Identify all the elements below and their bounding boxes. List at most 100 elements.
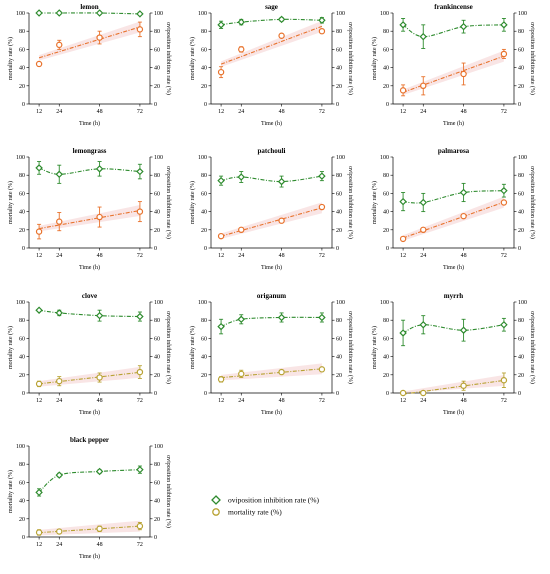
oviposition-point [419,198,427,207]
y2-axis-label: oviposition inhibition rate (%) [347,311,354,384]
panel-title: patchouli [257,147,285,155]
y-tick-label: 20 [19,517,25,523]
y-axis-label: mortality rate (%) [189,326,196,369]
y2-tick-label: 20 [518,228,524,234]
mortality-trend-line [38,209,141,230]
x-tick-label: 12 [400,253,406,259]
y-tick-label: 80 [19,462,25,468]
oviposition-point [399,21,407,29]
y-tick-label: 80 [383,173,389,179]
mortality-confidence-band [221,202,322,239]
x-tick-label: 72 [137,398,143,404]
y-axis-label: mortality rate (%) [7,326,14,369]
x-tick-label: 12 [36,109,42,115]
y-tick-label: 80 [19,173,25,179]
mortality-point [35,60,43,68]
y-tick-label: 20 [201,84,207,90]
y-tick-label: 40 [19,355,25,361]
legend-oviposition-label: oviposition inhibition rate (%) [228,496,320,505]
y-tick-label: 80 [201,173,207,179]
y-tick-label: 0 [204,102,207,108]
mortality-point [35,380,43,388]
mortality-point [318,366,326,373]
y-tick-label: 0 [204,246,207,252]
y-axis-label: mortality rate (%) [7,181,14,224]
y2-axis-label: oviposition inhibition rate (%) [347,166,354,239]
oviposition-point [35,9,43,17]
x-axis-label: Time (h) [443,409,464,416]
y-tick-label: 40 [383,355,389,361]
mortality-trend-line [220,207,323,237]
y2-tick-label: 60 [154,336,160,342]
y-tick-label: 80 [383,318,389,324]
y2-tick-label: 0 [518,391,521,397]
y-tick-label: 20 [19,228,25,234]
oviposition-point [459,326,468,334]
y-tick-label: 100 [198,11,207,17]
oviposition-point [55,471,63,479]
y-tick-label: 40 [383,210,389,216]
y2-tick-label: 0 [336,246,339,252]
panel-clove: clove 0 0 20 20 40 40 60 60 80 80 100 100 12 24 48 72 Tim… [7,292,172,416]
oviposition-point [318,16,326,25]
y2-tick-label: 40 [154,355,160,361]
x-axis-label: Time (h) [79,120,100,127]
y-axis-label: mortality rate (%) [189,37,196,80]
x-tick-label: 72 [137,542,143,548]
mortality-point [460,212,467,220]
mortality-point [399,87,407,94]
panel-black-pepper: black pepper 0 0 20 20 40 40 60 60 80 80 100 100 12 24… [7,436,172,560]
y2-tick-label: 100 [518,155,527,161]
panel-title: palmarosa [438,147,470,155]
y2-tick-label: 20 [154,84,160,90]
panel-title: sage [265,3,278,11]
mortality-point [96,525,103,533]
mortality-point [500,199,508,206]
y2-tick-label: 60 [336,336,342,342]
mortality-point [56,218,63,225]
y-tick-label: 100 [16,155,25,161]
y2-tick-label: 80 [154,318,160,324]
oviposition-point [136,167,144,176]
mortality-point [460,70,467,78]
y-tick-label: 60 [19,191,25,197]
mortality-trend-line [402,55,505,93]
panel-title: myrrh [444,292,464,300]
oviposition-point [217,322,225,331]
oviposition-point [95,9,104,17]
mortality-point [217,376,225,383]
x-tick-label: 72 [501,253,507,259]
x-axis-label: Time (h) [79,553,100,560]
oviposition-point [277,15,286,24]
y2-tick-label: 0 [518,102,521,108]
legend-item-mortality: mortality rate (%) [212,508,282,517]
y-tick-label: 40 [19,66,25,72]
legend: oviposition inhibition rate (%) mortalit… [211,495,320,517]
x-tick-label: 24 [420,398,426,404]
y-tick-label: 60 [19,336,25,342]
mortality-point [217,68,225,76]
panel-lemongrass: lemongrass 0 0 20 20 40 40 60 60 80 80 100 100 12 24 48… [7,147,172,271]
legend-item-oviposition: oviposition inhibition rate (%) [211,495,320,505]
oviposition-point [419,32,427,41]
x-tick-label: 72 [319,109,325,115]
mortality-point [136,368,144,376]
panel-palmarosa: palmarosa 0 0 20 20 40 40 60 60 80 80 100 100 12 24 48 7… [371,147,536,271]
x-axis-label: Time (h) [443,264,464,271]
x-axis-label: Time (h) [261,264,282,271]
mortality-point [96,374,103,381]
y2-tick-label: 80 [518,173,524,179]
mortality-confidence-band [39,205,140,232]
y2-tick-label: 100 [518,300,527,306]
x-tick-label: 48 [97,253,103,259]
oviposition-line [403,190,504,204]
y-tick-label: 20 [383,373,389,379]
oviposition-line [402,324,504,334]
y-tick-label: 80 [19,29,25,35]
x-tick-label: 48 [279,398,285,404]
y2-tick-label: 80 [336,318,342,324]
mortality-point [278,217,285,224]
y-tick-label: 40 [201,66,207,72]
oviposition-line [402,24,504,38]
oviposition-point [55,309,63,317]
